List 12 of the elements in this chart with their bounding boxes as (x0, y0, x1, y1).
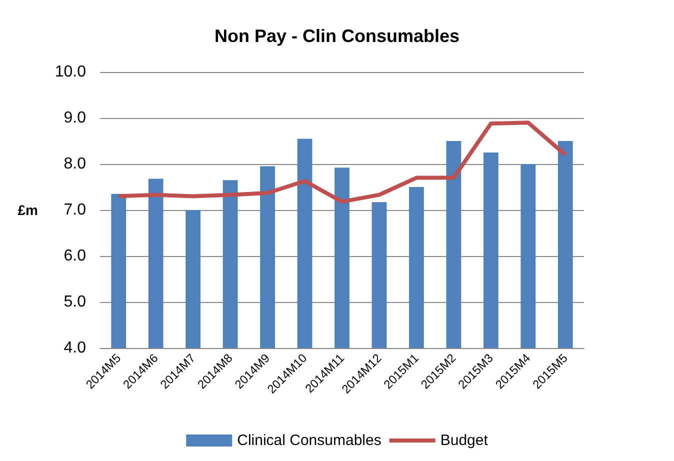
y-tick-label: 8.0 (64, 156, 86, 172)
y-tick-label: 9.0 (64, 110, 86, 126)
chart-title: Non Pay - Clin Consumables (214, 26, 460, 46)
y-axis-title: £m (18, 202, 38, 218)
legend-label: Budget (440, 432, 489, 449)
y-tick-label: 10.0 (54, 64, 86, 80)
legend-label: Clinical Consumables (237, 432, 382, 449)
y-tick-label: 5.0 (64, 294, 86, 310)
y-tick-label: 6.0 (64, 248, 86, 264)
y-tick-label: 7.0 (64, 202, 86, 218)
line-series (116, 120, 568, 204)
y-tick-label: 4.0 (64, 340, 86, 356)
